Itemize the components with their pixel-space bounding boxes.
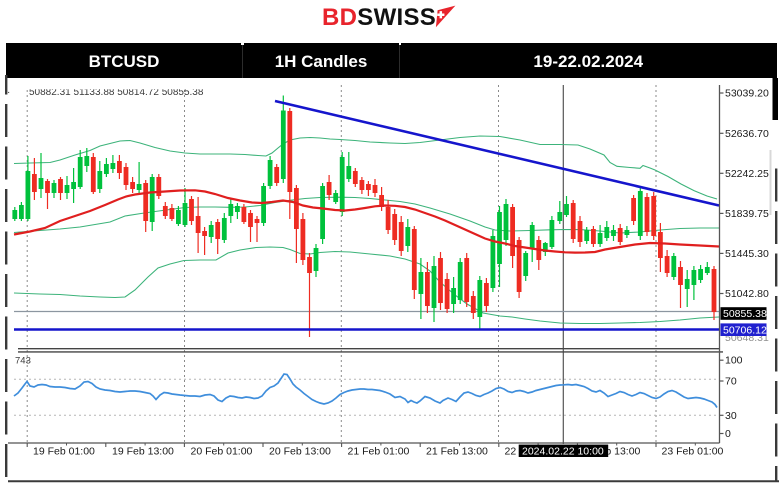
- svg-text:21 Feb 13:00: 21 Feb 13:00: [426, 446, 488, 458]
- svg-text:30: 30: [725, 410, 737, 422]
- svg-text:51042.80: 51042.80: [725, 288, 769, 300]
- svg-text:52242.25: 52242.25: [725, 168, 769, 180]
- svg-text:20 Feb 01:00: 20 Feb 01:00: [191, 446, 253, 458]
- svg-text:743: 743: [15, 356, 31, 367]
- svg-text:50855.38: 50855.38: [723, 308, 767, 320]
- svg-text:100: 100: [725, 355, 743, 367]
- svg-text:51445.30: 51445.30: [725, 248, 769, 260]
- svg-text:21 Feb 01:00: 21 Feb 01:00: [348, 446, 410, 458]
- svg-text:23 Feb 01:00: 23 Feb 01:00: [662, 446, 724, 458]
- svg-text:19 Feb 01:00: 19 Feb 01:00: [33, 446, 95, 458]
- svg-text:53039.20: 53039.20: [725, 88, 769, 100]
- svg-text:0: 0: [725, 428, 731, 440]
- svg-text:·: ·: [7, 87, 10, 98]
- svg-text:2024.02.22 10:00: 2024.02.22 10:00: [522, 446, 604, 458]
- svg-text:52636.70: 52636.70: [725, 128, 769, 140]
- svg-text:51839.75: 51839.75: [725, 208, 769, 220]
- svg-text:19 Feb 13:00: 19 Feb 13:00: [112, 446, 174, 458]
- svg-text:70: 70: [725, 376, 737, 388]
- svg-text:50882.31 51133.88 50814.72 508: 50882.31 51133.88 50814.72 50855.38: [29, 87, 204, 98]
- svg-text:50706.12: 50706.12: [723, 324, 767, 336]
- svg-text:20 Feb 13:00: 20 Feb 13:00: [269, 446, 331, 458]
